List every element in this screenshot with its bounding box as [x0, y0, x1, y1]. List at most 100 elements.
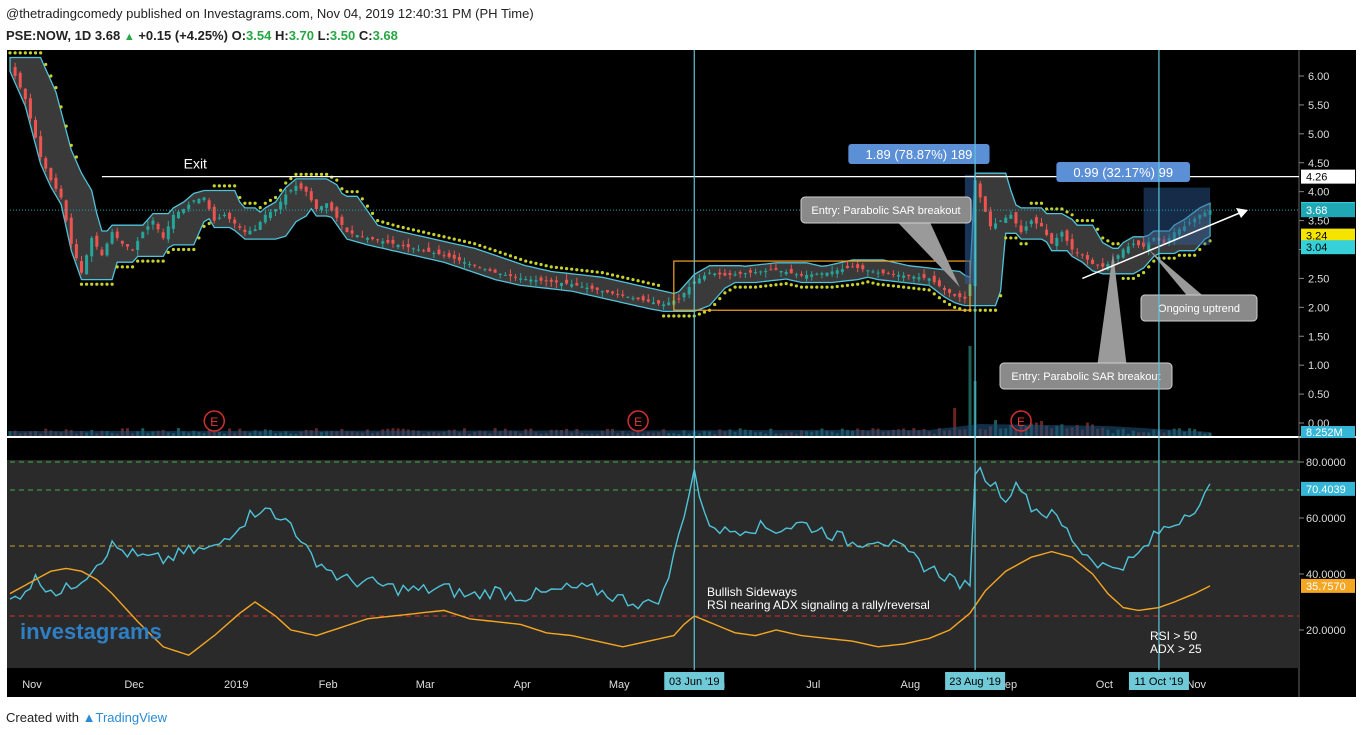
- candle-body: [289, 190, 293, 192]
- sar-dot: [273, 195, 278, 200]
- earnings-marker-icon[interactable]: [1010, 410, 1032, 432]
- sar-dot: [59, 105, 63, 109]
- tradingview-logo-icon[interactable]: ▲: [82, 710, 96, 725]
- sar-dot: [549, 265, 553, 269]
- sar-dot: [564, 266, 569, 271]
- earnings-marker-icon[interactable]: [203, 410, 226, 432]
- sar-dot: [810, 285, 814, 289]
- candle-body: [141, 232, 145, 239]
- price-axis[interactable]: [1299, 50, 1356, 670]
- sar-dot: [319, 172, 324, 176]
- volume-bar: [968, 346, 972, 436]
- candle-body: [1045, 229, 1049, 236]
- sar-dot: [467, 240, 472, 245]
- candle-body: [263, 214, 267, 223]
- candle-body: [146, 226, 150, 230]
- candle-body: [422, 250, 426, 252]
- callout-uptrend-text: Ongoing uptrend: [1158, 303, 1240, 315]
- price-tick-label: 4.00: [1308, 187, 1329, 199]
- sar-dot: [396, 224, 400, 228]
- candle-body: [1039, 222, 1043, 227]
- earnings-marker-icon[interactable]: [627, 410, 649, 432]
- sar-dot: [18, 51, 22, 55]
- candle-body: [759, 271, 763, 273]
- candle-body: [616, 293, 620, 295]
- price-tick-label: 3.50: [1308, 216, 1329, 228]
- date-tick: Dec: [124, 679, 144, 691]
- candle-body: [1172, 232, 1176, 241]
- candle-body: [228, 212, 232, 220]
- sar-dot: [386, 221, 390, 226]
- candle-body: [503, 274, 507, 276]
- sar-dot: [376, 218, 380, 223]
- candle-body: [641, 296, 645, 301]
- price-tick-label: 6.00: [1308, 71, 1329, 83]
- candle-body: [171, 214, 175, 229]
- sar-dot: [539, 262, 543, 267]
- sar-dot: [876, 282, 880, 286]
- sar-dot: [641, 280, 645, 284]
- chart-canvas[interactable]: Exit 1.89 (78.87%) 189 0.99 (32.17%) 99 Ent…: [0, 50, 1362, 700]
- price-tick-label: 1.00: [1308, 360, 1329, 372]
- candle-body: [1121, 249, 1125, 258]
- candle-body: [335, 207, 339, 218]
- high-value: 3.70: [288, 28, 314, 43]
- candle-body: [549, 279, 553, 282]
- candle-body: [907, 274, 911, 277]
- candle-body: [1034, 217, 1038, 224]
- sar-dot: [1116, 242, 1120, 246]
- price-tick-label: 0.50: [1308, 389, 1329, 401]
- price-tick-label: 5.00: [1308, 129, 1329, 141]
- candle-body: [876, 272, 880, 274]
- candle-body: [646, 299, 650, 302]
- tradingview-link[interactable]: TradingView: [95, 710, 168, 725]
- time-axis[interactable]: [7, 670, 1299, 697]
- sar-dot: [1101, 236, 1105, 240]
- candle-body: [871, 271, 875, 273]
- candle-body: [411, 248, 415, 250]
- sar-dot: [243, 201, 247, 205]
- candle-body: [1004, 217, 1008, 223]
- candle-body: [723, 272, 727, 276]
- candle-body: [192, 200, 196, 202]
- publish-info: @thetradingcomedy published on Investagr…: [6, 6, 534, 21]
- sar-dot: [69, 143, 73, 147]
- sar-dot: [493, 249, 497, 253]
- candle-body: [636, 297, 640, 300]
- sar-dot: [309, 172, 313, 176]
- volume-ma: [10, 424, 1210, 436]
- sar-dot: [115, 265, 119, 269]
- up-arrow-icon: ▲: [123, 31, 135, 43]
- sar-dot: [381, 220, 385, 224]
- callout-entry-1-pointer: [894, 219, 960, 288]
- candle-body: [457, 257, 461, 261]
- investagrams-logo: investagrams: [20, 619, 162, 644]
- sar-dot: [406, 227, 410, 231]
- candle-body: [1055, 237, 1059, 247]
- sar-dot: [13, 51, 17, 55]
- candle-body: [784, 272, 788, 275]
- sar-dot: [1147, 265, 1151, 269]
- date-tick: Nov: [22, 679, 42, 691]
- low-value: 3.50: [329, 28, 356, 43]
- candle-body: [18, 72, 22, 88]
- sar-dot: [498, 250, 502, 254]
- sar-dot: [738, 285, 742, 289]
- sar-dot: [442, 235, 446, 239]
- callout-uptrend-pointer: [1148, 249, 1228, 317]
- note-rsi-50: RSI > 50: [1150, 629, 1197, 643]
- sar-dot: [937, 296, 941, 300]
- measure-box-1: [964, 174, 976, 285]
- candle-body: [570, 284, 574, 287]
- date-marker-label: 11 Oct '19: [1134, 676, 1183, 688]
- candle-body: [810, 274, 814, 277]
- sar-dot: [279, 188, 283, 192]
- candle-body: [519, 278, 523, 280]
- price-label: 3.04: [1306, 242, 1327, 254]
- candle-body: [177, 211, 181, 219]
- candle-body: [238, 226, 242, 228]
- note-adx-25: ADX > 25: [1150, 642, 1202, 656]
- sar-dot: [401, 225, 405, 230]
- candle-body: [953, 293, 957, 296]
- candle-body: [1065, 230, 1069, 241]
